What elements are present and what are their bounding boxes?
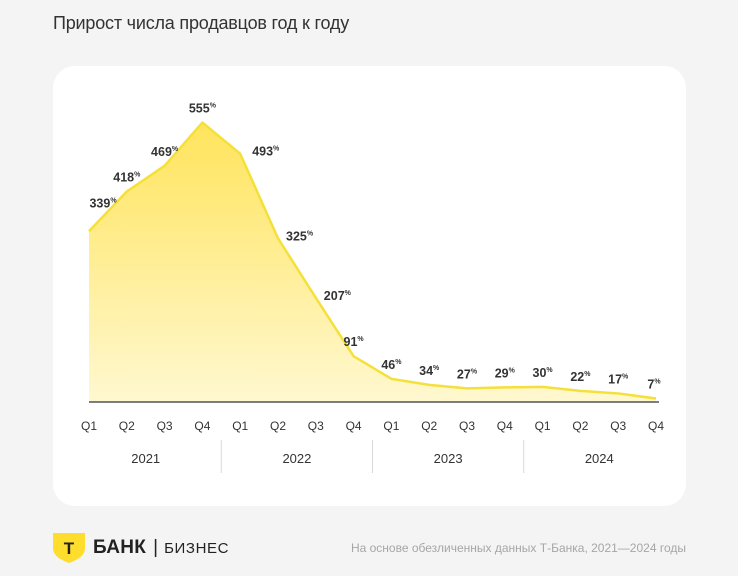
x-tick-label: Q4 [497,419,513,433]
x-tick-label: Q3 [610,419,626,433]
data-label: 27% [457,367,478,381]
data-label-unit: % [172,146,179,153]
data-label-unit: % [509,367,516,374]
data-label-unit: % [110,197,117,204]
data-label-unit: % [546,367,553,374]
data-label-unit: % [307,230,314,237]
x-tick-label: Q2 [119,419,135,433]
data-label: 17% [608,372,629,386]
x-tick-label: Q1 [535,419,551,433]
data-label: 418% [113,171,141,185]
chart-card: 339% 418% 469% 555% 493% 325% 207% 91% 46% 34% 27%… [53,66,686,506]
year-group-label: 2021 [131,451,160,466]
data-label-unit: % [345,290,352,297]
data-label: 29% [495,366,516,380]
tbank-shield-icon: Т [53,533,85,563]
brand-subtitle: БИЗНЕС [164,539,230,557]
data-label-unit: % [654,378,661,385]
data-label: 325% [286,229,314,243]
data-label: 91% [344,335,365,349]
brand-name: БАНК [93,537,147,558]
data-label: 22% [570,370,591,384]
x-tick-label: Q4 [194,419,210,433]
data-label-unit: % [433,365,440,372]
chart-title: Прирост числа продавцов год к году [53,13,350,33]
data-label-unit: % [395,359,402,366]
data-label-unit: % [273,146,280,153]
x-tick-label: Q1 [232,419,248,433]
data-label: 555% [189,102,217,116]
data-label: 46% [381,358,402,372]
data-label-unit: % [622,373,629,380]
x-tick-label: Q1 [383,419,399,433]
data-label-unit: % [471,368,478,375]
data-label: 30% [533,366,554,380]
x-tick-label: Q2 [572,419,588,433]
data-label-unit: % [134,172,141,179]
series-line [88,121,657,400]
x-tick-label: Q2 [270,419,286,433]
x-tick-label: Q4 [648,419,664,433]
data-label-unit: % [210,103,217,110]
data-label: 207% [324,289,352,303]
data-label-unit: % [357,336,364,343]
x-tick-label: Q2 [421,419,437,433]
year-group-label: 2023 [434,451,463,466]
source-note: На основе обезличенных данных Т-Банка, 2… [350,541,686,555]
data-label: 34% [419,364,440,378]
brand-logo: Т БАНК | БИЗНЕС [53,533,229,563]
area-fill [89,122,656,402]
brand-separator: | [153,537,159,558]
logo-letter: Т [64,539,75,558]
year-group-label: 2024 [585,451,614,466]
x-tick-label: Q1 [81,419,97,433]
x-tick-label: Q3 [459,419,475,433]
data-label: 7% [647,377,661,391]
x-tick-label: Q4 [346,419,362,433]
data-label: 493% [252,145,280,159]
x-tick-label: Q3 [308,419,324,433]
x-tick-label: Q3 [157,419,173,433]
data-label-unit: % [584,371,591,378]
year-group-label: 2022 [282,451,311,466]
area-chart: 339%418%469%555%493%325%207%91%46%34% 27%… [81,102,664,473]
